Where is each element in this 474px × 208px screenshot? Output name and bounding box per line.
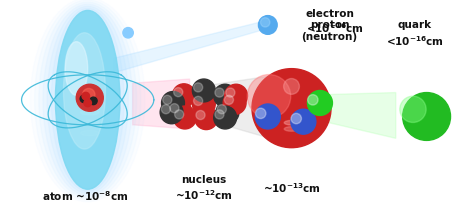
Ellipse shape <box>284 127 299 131</box>
Text: ~$\mathbf{10^{-13}}$cm: ~$\mathbf{10^{-13}}$cm <box>263 181 320 195</box>
Ellipse shape <box>291 109 316 134</box>
Ellipse shape <box>193 96 203 105</box>
Ellipse shape <box>43 4 132 196</box>
Ellipse shape <box>39 2 137 198</box>
Ellipse shape <box>258 16 277 34</box>
Ellipse shape <box>64 33 105 149</box>
Ellipse shape <box>217 105 227 114</box>
Text: quark: quark <box>398 20 432 30</box>
Text: <$\mathbf{10^{-16}}$cm: <$\mathbf{10^{-16}}$cm <box>306 21 364 35</box>
Ellipse shape <box>173 84 195 107</box>
Ellipse shape <box>252 69 331 148</box>
Ellipse shape <box>170 104 179 113</box>
Ellipse shape <box>173 88 183 97</box>
Ellipse shape <box>224 95 234 104</box>
Ellipse shape <box>215 110 224 119</box>
Ellipse shape <box>192 93 215 115</box>
Ellipse shape <box>81 120 99 125</box>
Ellipse shape <box>403 93 450 140</box>
Ellipse shape <box>163 95 172 104</box>
Text: proton
(neutron): proton (neutron) <box>301 20 357 42</box>
Ellipse shape <box>195 107 218 130</box>
Ellipse shape <box>192 79 215 102</box>
Ellipse shape <box>47 6 128 193</box>
Polygon shape <box>114 21 265 73</box>
Text: electron: electron <box>306 9 355 19</box>
Ellipse shape <box>80 95 88 103</box>
Ellipse shape <box>55 10 120 189</box>
Ellipse shape <box>123 27 133 38</box>
Ellipse shape <box>51 8 124 191</box>
Polygon shape <box>325 93 396 138</box>
Ellipse shape <box>76 84 103 111</box>
Ellipse shape <box>283 78 300 94</box>
Ellipse shape <box>291 113 301 124</box>
Ellipse shape <box>261 18 270 27</box>
Polygon shape <box>133 79 190 129</box>
Text: nucleus
~$\mathbf{10^{-12}}$cm: nucleus ~$\mathbf{10^{-12}}$cm <box>175 175 233 202</box>
Ellipse shape <box>162 92 184 114</box>
Ellipse shape <box>160 101 183 124</box>
Ellipse shape <box>214 106 237 129</box>
Ellipse shape <box>226 88 235 97</box>
Ellipse shape <box>84 99 91 107</box>
Ellipse shape <box>308 90 332 115</box>
Ellipse shape <box>284 120 299 125</box>
Ellipse shape <box>81 110 99 115</box>
Ellipse shape <box>214 84 237 107</box>
Ellipse shape <box>65 42 88 95</box>
Ellipse shape <box>35 0 141 200</box>
Ellipse shape <box>255 104 280 129</box>
Polygon shape <box>209 74 284 142</box>
Ellipse shape <box>173 106 196 129</box>
Ellipse shape <box>255 108 266 119</box>
Ellipse shape <box>225 84 247 107</box>
Ellipse shape <box>174 110 184 119</box>
Ellipse shape <box>82 88 95 101</box>
Ellipse shape <box>247 75 291 118</box>
Ellipse shape <box>215 88 224 97</box>
Ellipse shape <box>169 100 191 123</box>
Ellipse shape <box>161 105 171 114</box>
Ellipse shape <box>196 110 205 120</box>
Ellipse shape <box>400 96 426 123</box>
Ellipse shape <box>81 131 99 136</box>
Text: <$\mathbf{10^{-16}}$cm: <$\mathbf{10^{-16}}$cm <box>386 35 444 48</box>
Ellipse shape <box>308 95 318 105</box>
Ellipse shape <box>193 83 203 92</box>
Ellipse shape <box>82 92 90 100</box>
Text: atom ~$\mathbf{10^{-8}}$cm: atom ~$\mathbf{10^{-8}}$cm <box>42 190 128 203</box>
Ellipse shape <box>216 101 239 124</box>
Ellipse shape <box>90 97 97 105</box>
Ellipse shape <box>223 92 246 114</box>
